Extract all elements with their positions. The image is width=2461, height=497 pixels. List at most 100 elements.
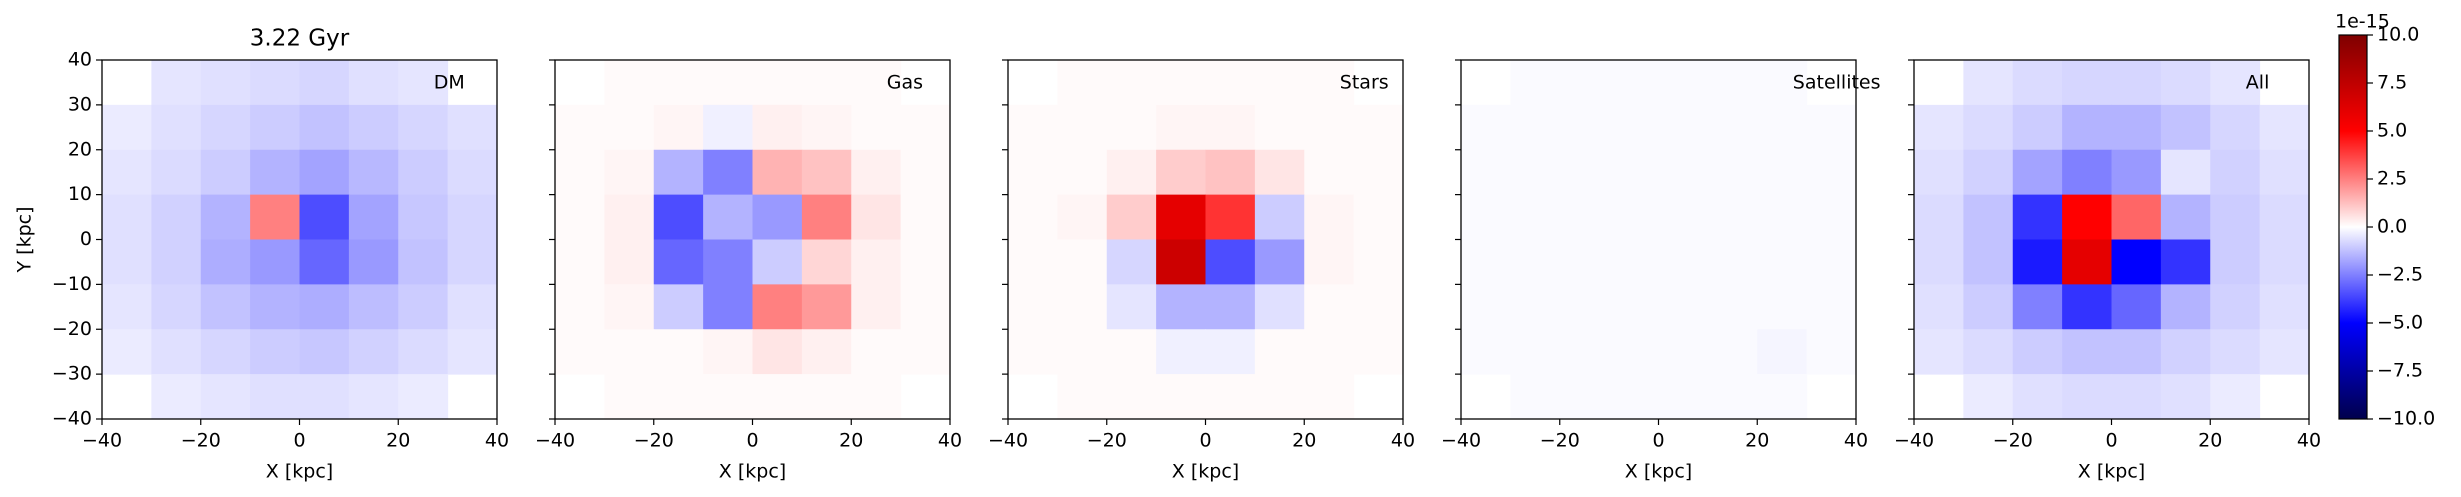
heatmap-cell [1963, 374, 2014, 420]
heatmap-cell [1057, 104, 1108, 151]
heatmap-cell [2111, 149, 2162, 196]
heatmap-cell [801, 194, 852, 240]
heatmap-cell [398, 194, 449, 240]
heatmap-cell [1304, 374, 1355, 420]
colorbar-tick-label: 2.5 [2377, 168, 2407, 190]
heatmap-cell [801, 329, 852, 375]
heatmap-cell [703, 149, 753, 196]
heatmap-cell [250, 239, 300, 285]
heatmap-cell [801, 60, 852, 106]
heatmap-cell [1559, 284, 1610, 330]
heatmap-cell [604, 149, 655, 196]
heatmap-cell [299, 149, 350, 196]
heatmap-cell [2210, 60, 2261, 106]
heatmap-cell [752, 374, 803, 420]
heatmap-cell [2259, 149, 2310, 196]
y-tick-label: 0 [80, 228, 92, 250]
x-tick-label: 0 [1199, 430, 1211, 452]
heatmap-cell [2062, 284, 2112, 330]
heatmap-cell [1963, 329, 2014, 375]
heatmap-cell [1559, 329, 1610, 375]
heatmap-cell [2210, 284, 2261, 330]
panel-label: Stars [1340, 72, 1389, 94]
heatmap-cell [398, 329, 449, 375]
heatmap-cell [398, 104, 449, 151]
heatmap-cell [1461, 104, 1511, 151]
heatmap-cell [604, 284, 655, 330]
heatmap-cell [1658, 194, 1709, 240]
heatmap-cell [151, 60, 202, 106]
colorbar-tick-label: 0.0 [2377, 216, 2407, 238]
heatmap-cell [2012, 60, 2063, 106]
heatmap-cell [200, 194, 251, 240]
heatmap-cell [703, 284, 753, 330]
heatmap-cell [1963, 104, 2014, 151]
heatmap-cell [250, 60, 300, 106]
heatmap-cell [2259, 239, 2310, 285]
heatmap-cell [1254, 239, 1305, 285]
heatmap-cell [1156, 104, 1206, 151]
heatmap-cell [299, 374, 350, 420]
heatmap-cell [1156, 284, 1206, 330]
heatmap-cell [2062, 104, 2112, 151]
heatmap-cell [1008, 329, 1058, 375]
heatmap-cell [900, 104, 951, 151]
heatmap-cell [555, 284, 605, 330]
heatmap-cell [1106, 149, 1157, 196]
heatmap-cell [1510, 239, 1561, 285]
heatmap-cell [1963, 194, 2014, 240]
heatmap-cell [1707, 104, 1758, 151]
x-axis-label: X [kpc] [266, 461, 333, 483]
heatmap-cell [1353, 239, 1404, 285]
heatmap-cell [1254, 104, 1305, 151]
x-tick-label: −20 [1993, 430, 2033, 452]
x-axis-label: X [kpc] [1625, 461, 1692, 483]
heatmap-cell [1156, 374, 1206, 420]
colorbar-tick-label: −7.5 [2377, 360, 2423, 382]
heatmap-cell [752, 104, 803, 151]
y-tick-label: 20 [68, 138, 92, 160]
heatmap-cell [2210, 194, 2261, 240]
heatmap-cell [1254, 194, 1305, 240]
heatmap-cell [1353, 194, 1404, 240]
heatmap-cell [851, 374, 902, 420]
heatmap-cell [200, 374, 251, 420]
heatmap-cell [2259, 104, 2310, 151]
heatmap-cell [398, 239, 449, 285]
heatmap-cell [398, 60, 449, 106]
heatmap-cell [1156, 239, 1206, 285]
heatmap-cell [151, 194, 202, 240]
x-tick-label: −40 [1894, 430, 1934, 452]
x-tick-label: 40 [485, 430, 509, 452]
heatmap-cell [2012, 239, 2063, 285]
heatmap-cell [1205, 239, 1256, 285]
colorbar [2338, 34, 2368, 420]
heatmap-cell [1963, 284, 2014, 330]
heatmap-cell [1106, 194, 1157, 240]
heatmap-cell [604, 374, 655, 420]
heatmap-cell [1106, 284, 1157, 330]
x-tick-label: 40 [2297, 430, 2321, 452]
x-tick-label: −40 [82, 430, 122, 452]
heatmap-cell [299, 60, 350, 106]
heatmap-cell [250, 104, 300, 151]
heatmap-cell [1559, 239, 1610, 285]
heatmap-cell [2111, 329, 2162, 375]
heatmap-cell [1963, 149, 2014, 196]
heatmap-cell [1559, 194, 1610, 240]
heatmap-cell [1609, 329, 1659, 375]
heatmap-cell [1353, 104, 1404, 151]
y-tick-label: 10 [68, 183, 92, 205]
x-axis-label: X [kpc] [1172, 461, 1239, 483]
x-tick-label: −20 [1540, 430, 1580, 452]
heatmap-cell [102, 194, 152, 240]
x-tick-label: −40 [535, 430, 575, 452]
heatmap-cell [752, 149, 803, 196]
heatmap-cell [1106, 60, 1157, 106]
heatmap-cell [1254, 374, 1305, 420]
heatmap-cell [200, 60, 251, 106]
heatmap-cell [604, 60, 655, 106]
heatmap-cell [2111, 60, 2162, 106]
heatmap-cell [1757, 284, 1808, 330]
